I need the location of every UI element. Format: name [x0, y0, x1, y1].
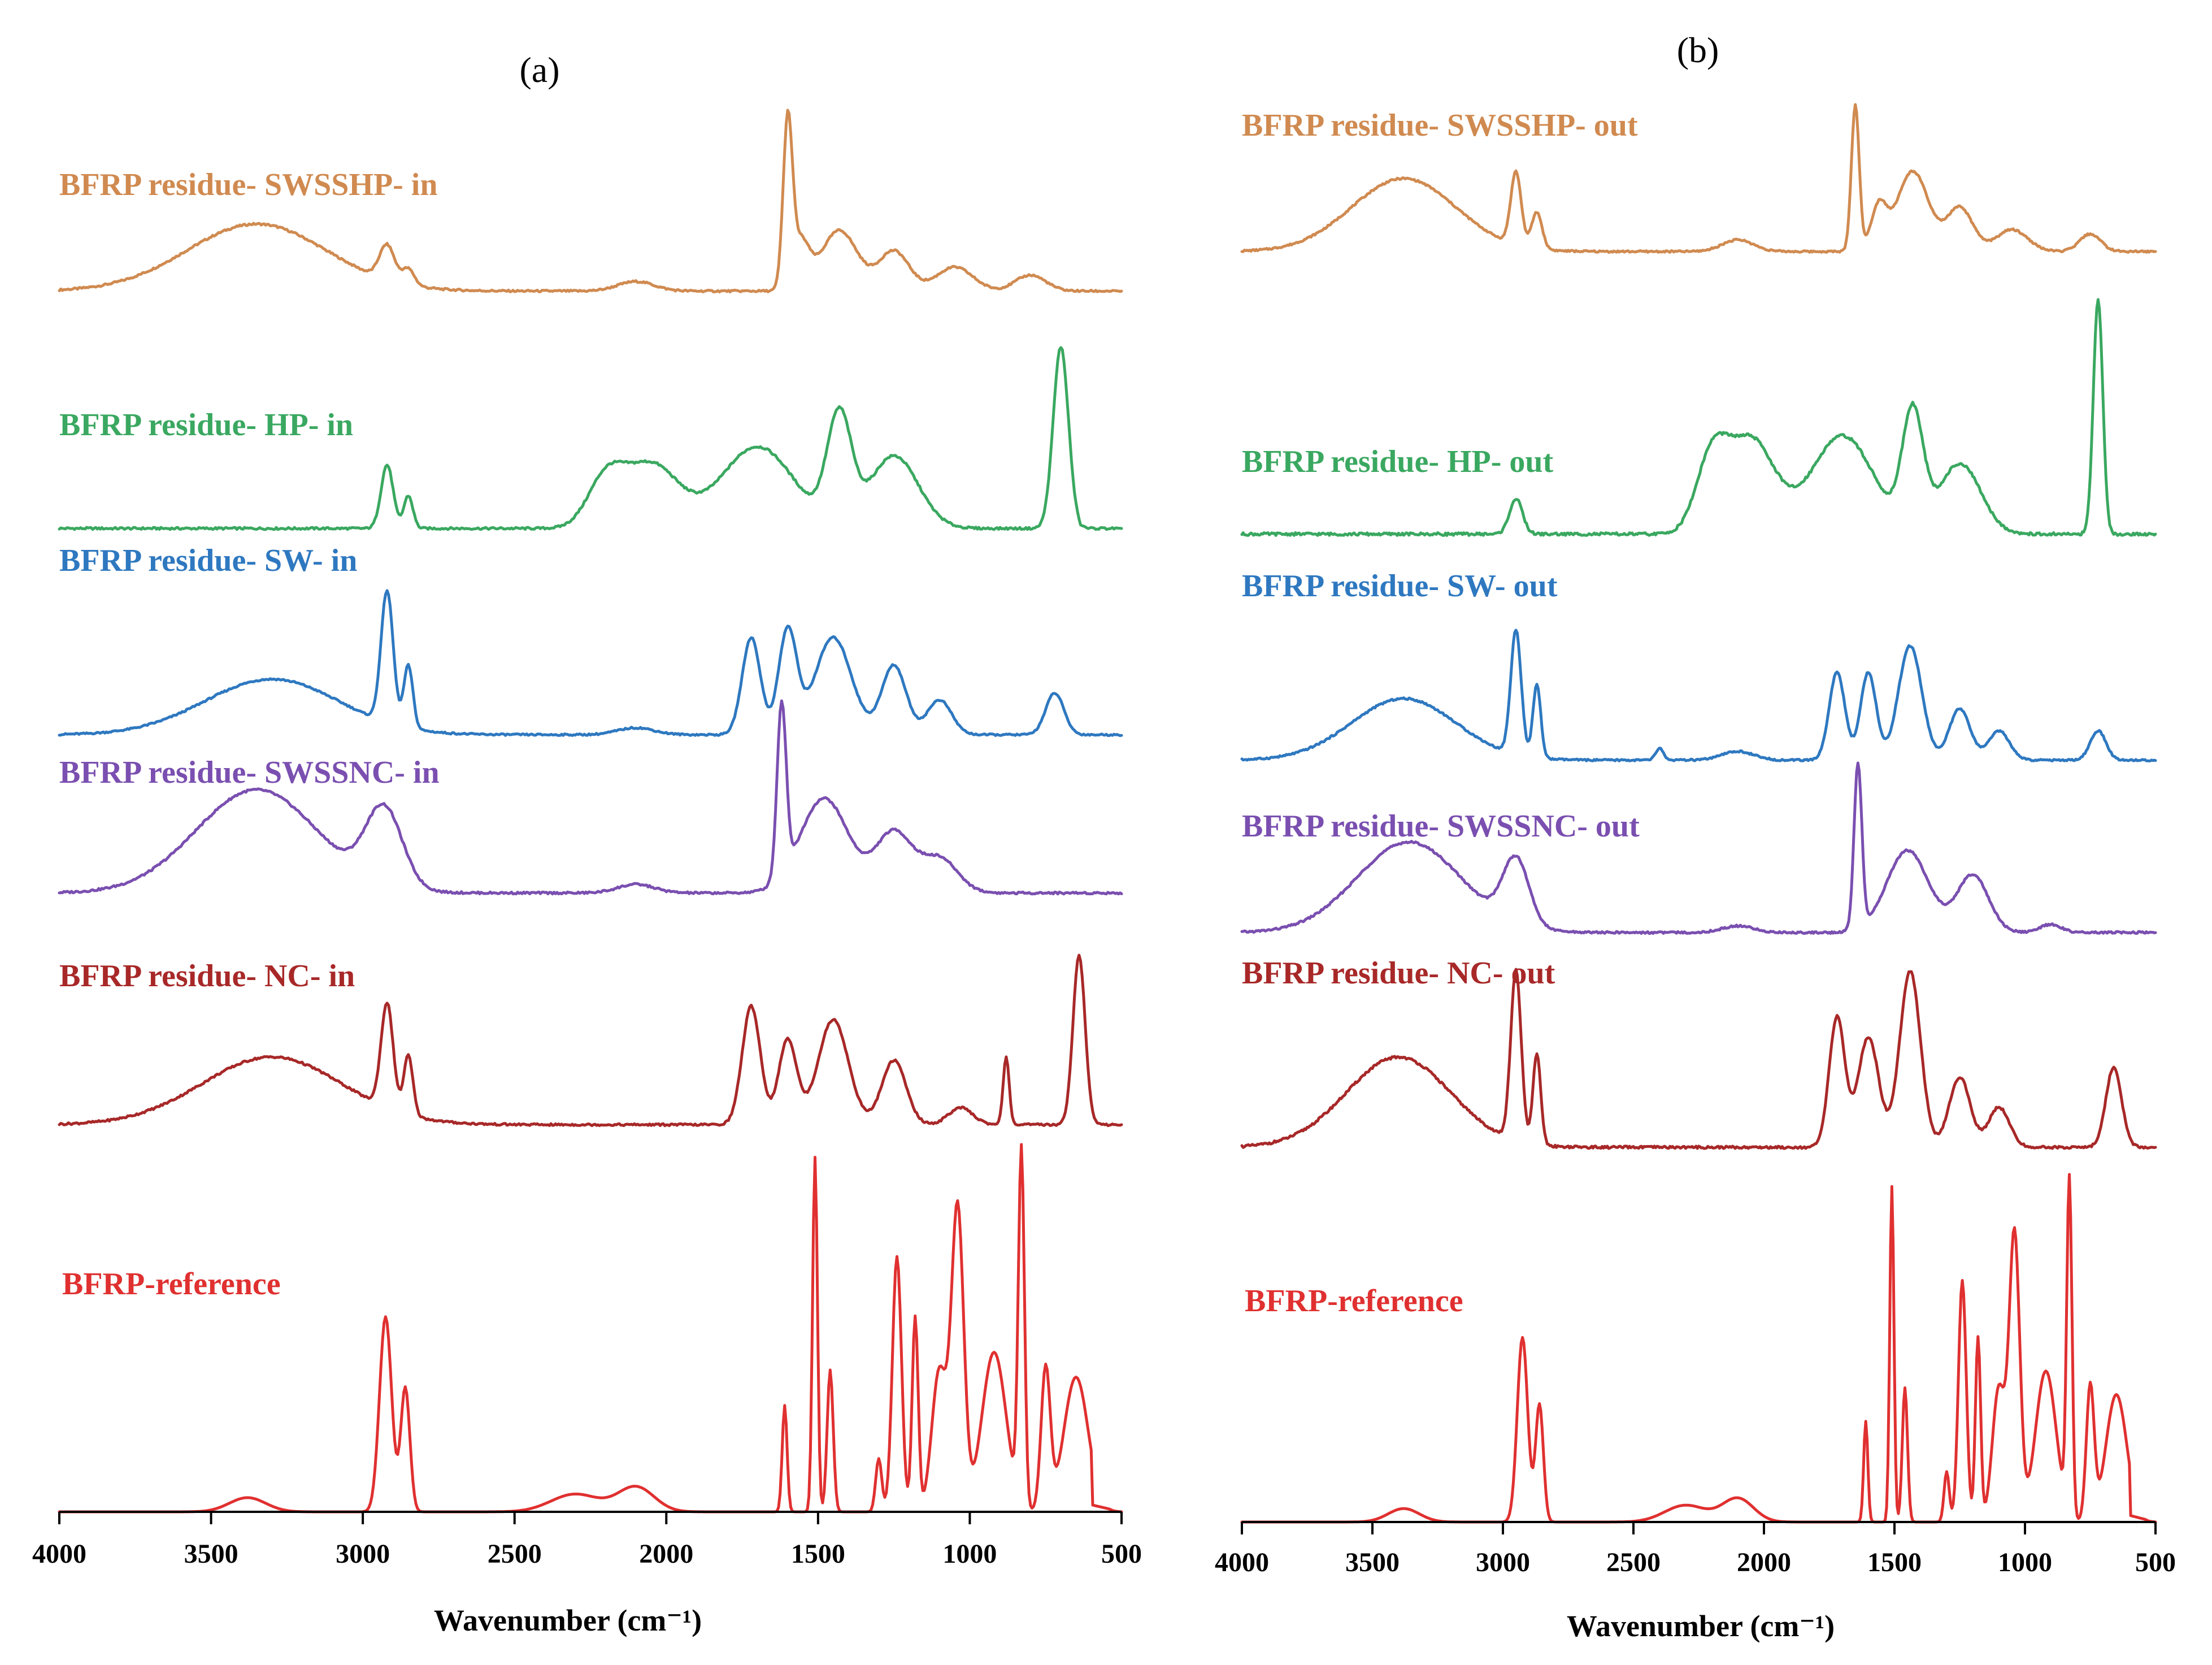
x-tick-label: 500 [2135, 1547, 2176, 1577]
series-label: BFRP residue- SWSSHP- out [1242, 108, 1638, 143]
series-label: BFRP residue- NC- out [1242, 956, 1555, 991]
spectrum-trace [1240, 1173, 2157, 1524]
spectrum-trace [58, 699, 1123, 896]
panel-a-traces [58, 109, 1123, 1514]
panel-a-x-ticks: 4000 3500 3000 2500 2000 1500 1000 500 [32, 1512, 1142, 1569]
series-label: BFRP residue- NC- in [59, 959, 355, 994]
panel-b-series-labels: BFRP residue- SWSSHP- out BFRP residue- H… [1242, 108, 1640, 1319]
x-tick-label: 1000 [1998, 1547, 2052, 1577]
spectrum-trace [1240, 298, 2157, 537]
x-tick-label: 2500 [1606, 1547, 1661, 1577]
panel-b-x-ticks: 4000 3500 3000 2500 2000 1500 1000 500 [1215, 1522, 2176, 1577]
x-tick-label: 1500 [1867, 1547, 1922, 1577]
spectrum-trace [1240, 103, 2157, 254]
series-label: BFRP residue- SWSSHP- in [59, 167, 438, 202]
spectrum-trace [58, 953, 1123, 1128]
spectrum-trace [58, 589, 1123, 737]
series-label: BFRP residue- HP- in [59, 407, 353, 443]
spectrum-trace [1240, 628, 2157, 762]
spectrum-trace [1240, 968, 2157, 1150]
x-tick-label: 1500 [791, 1539, 845, 1569]
x-tick-label: 3500 [184, 1539, 238, 1569]
spectrum-trace [58, 346, 1123, 531]
series-label: BFRP residue- SWSSNC- out [1242, 809, 1640, 844]
series-label: BFRP residue- HP- out [1242, 444, 1554, 479]
x-tick-label: 2500 [488, 1539, 542, 1569]
x-tick-label: 500 [1101, 1539, 1142, 1569]
series-label: BFRP-reference [1245, 1284, 1463, 1319]
panel-b-x-axis-title: Wavenumber (cm⁻¹) [1567, 1609, 1835, 1643]
x-tick-label: 4000 [32, 1539, 86, 1569]
spectrum-trace [1240, 761, 2157, 935]
series-label: BFRP residue- SW- in [59, 543, 357, 578]
panel-letter-b: (b) [1677, 30, 1719, 70]
panel-letter-a: (a) [519, 50, 559, 90]
x-tick-label: 4000 [1215, 1547, 1269, 1577]
series-label: BFRP residue- SWSSNC- in [59, 755, 440, 790]
x-tick-label: 2000 [1737, 1547, 1791, 1577]
panel-a-x-axis-title: Wavenumber (cm⁻¹) [434, 1603, 702, 1637]
x-tick-label: 3000 [1476, 1547, 1530, 1577]
panel-b-traces [1240, 103, 2157, 1524]
x-tick-label: 3000 [336, 1539, 390, 1569]
panel-a-series-labels: BFRP residue- SWSSHP- in BFRP residue- HP… [59, 167, 440, 1302]
spectrum-trace [58, 1143, 1123, 1514]
series-label: BFRP-reference [62, 1267, 281, 1302]
x-tick-label: 3500 [1345, 1547, 1400, 1577]
spectrum-trace [58, 109, 1123, 294]
x-tick-label: 1000 [942, 1539, 997, 1569]
x-tick-label: 2000 [639, 1539, 693, 1569]
series-label: BFRP residue- SW- out [1242, 569, 1558, 604]
